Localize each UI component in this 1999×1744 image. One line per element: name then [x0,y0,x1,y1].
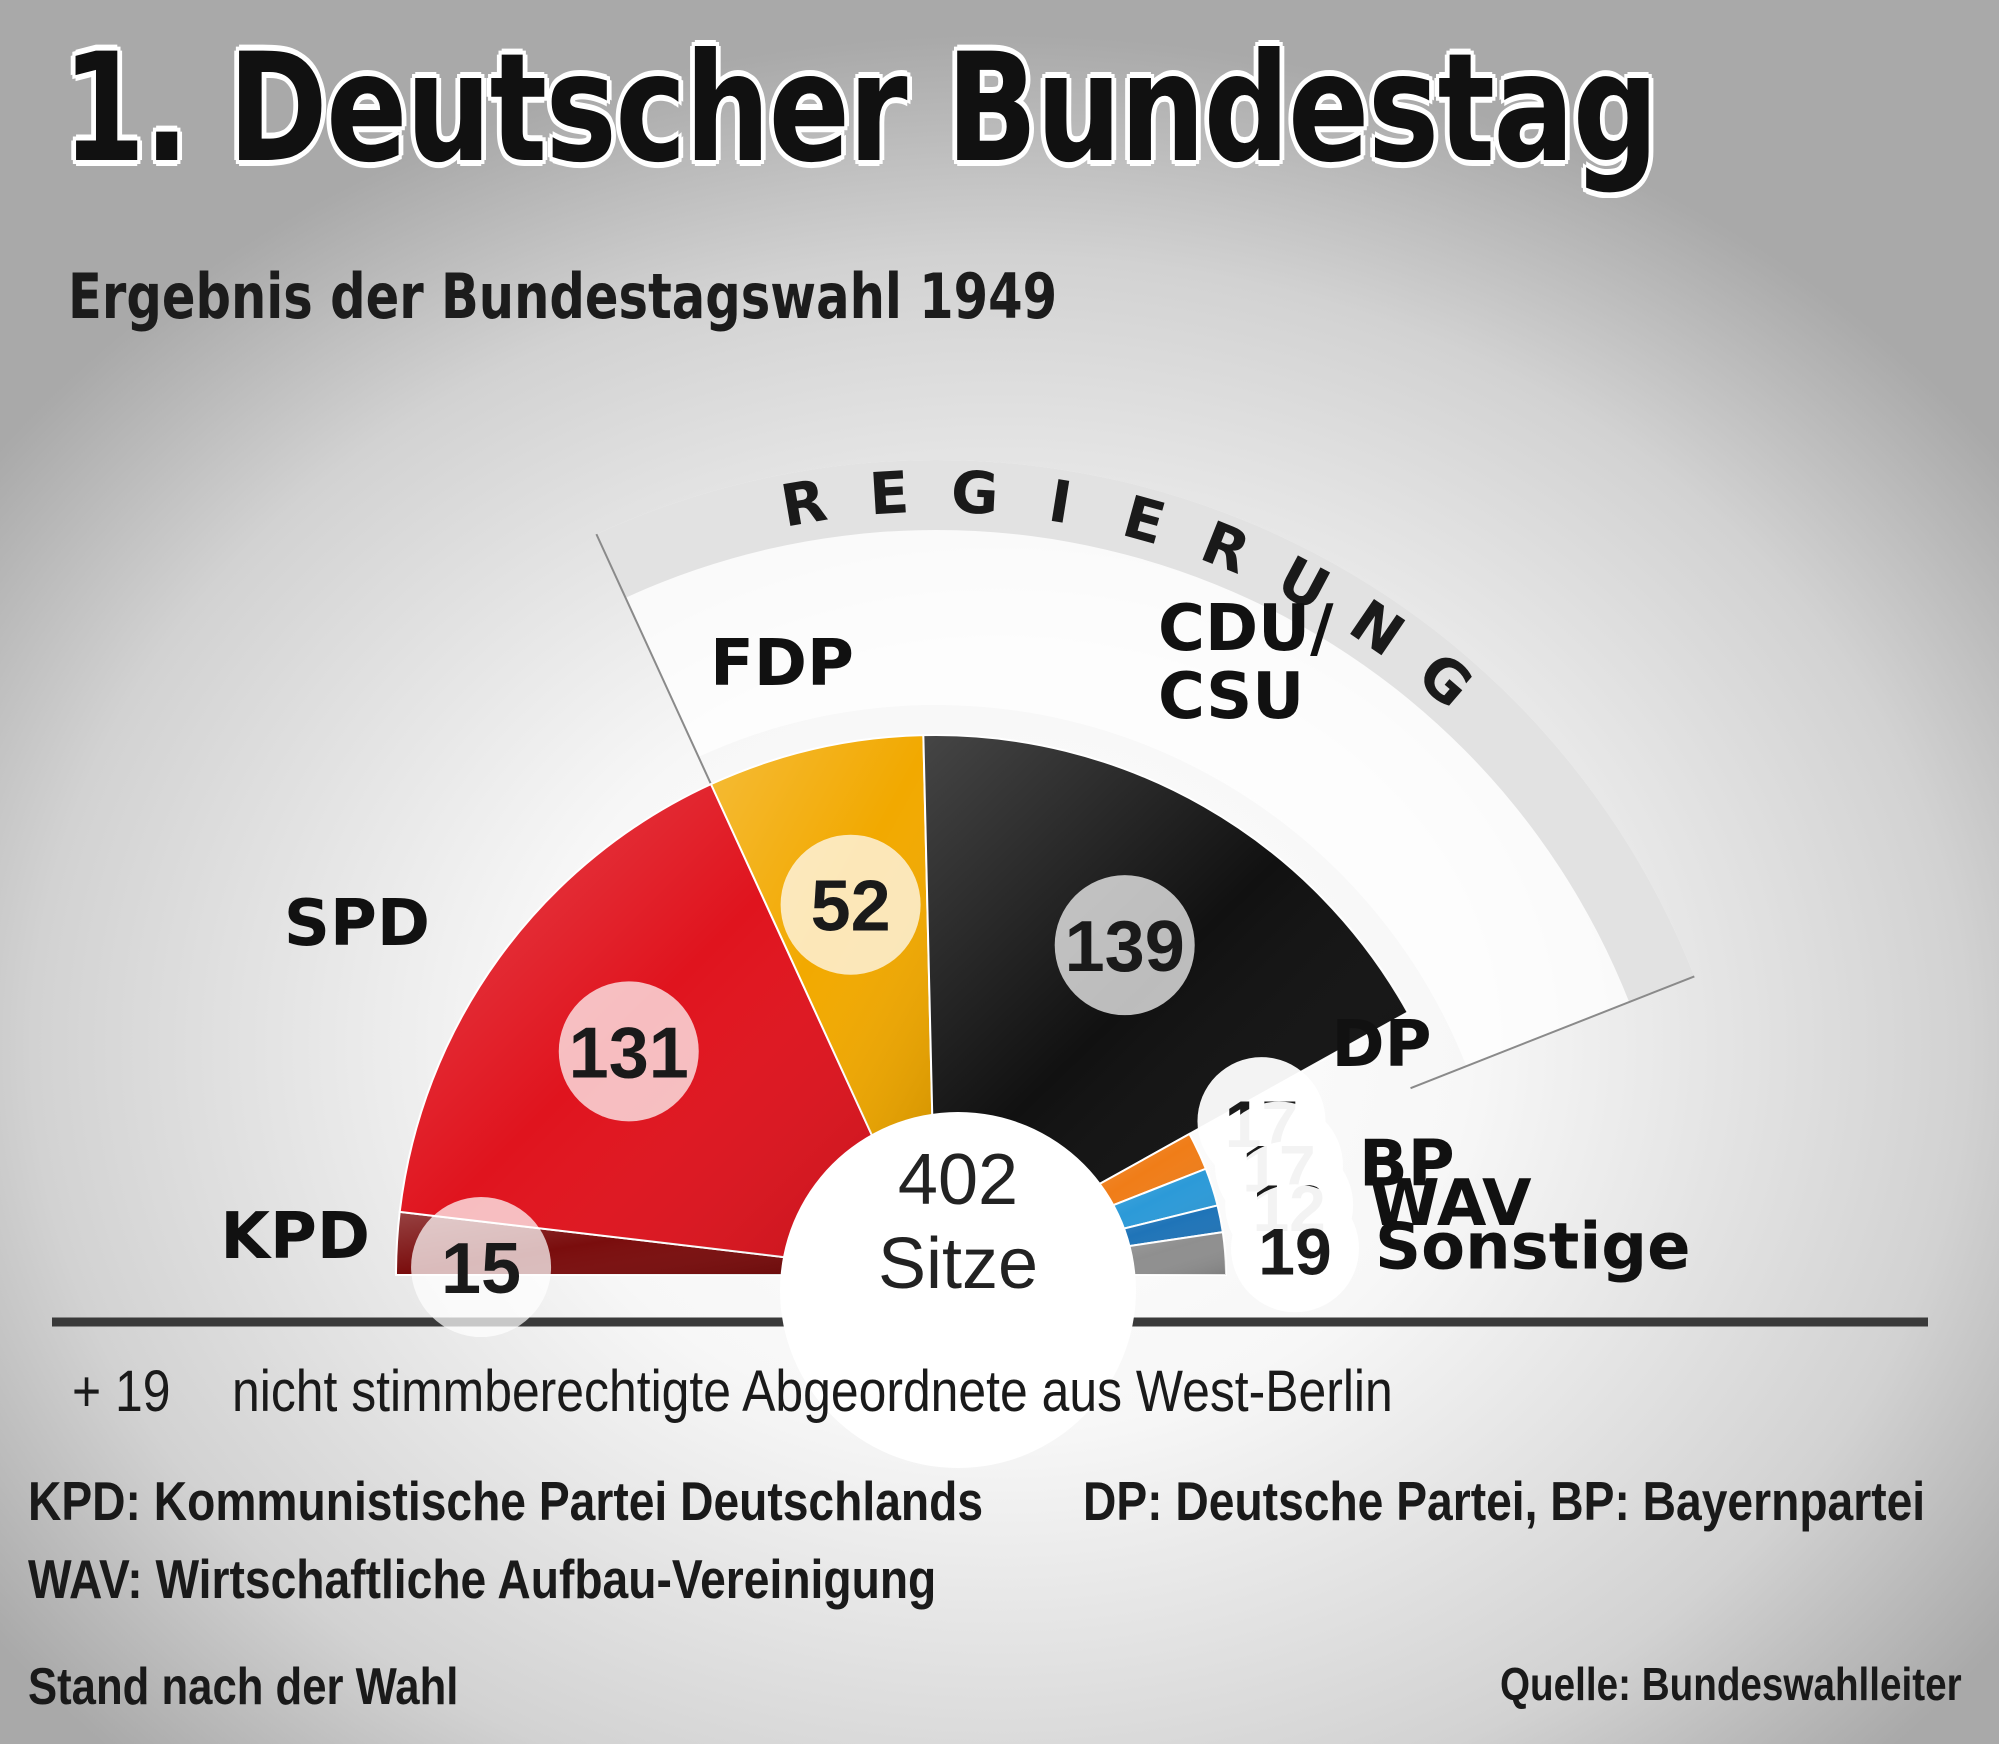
party-name-kpd: KPD [220,1200,370,1274]
footnote-wav: WAV: Wirtschaftliche Aufbau-Vereinigung [28,1548,937,1610]
government-area [596,460,1695,1067]
seat-count-kpd: 15 [441,1229,521,1309]
footnote-dp-bp: DP: Deutsche Partei, BP: Bayernpartei [1083,1470,1926,1532]
government-border-right [1410,975,1695,1090]
slice-labels: 15KPD131SPD52FDP139CDU/CSU17DP17BP12WAV1… [220,592,1690,1338]
party-name-bp: BP [1359,1128,1455,1202]
government-label-letter: E [867,458,911,528]
footnote-kpd: KPD: Kommunistische Partei Deutschlands [28,1470,984,1532]
government-label-letter: G [949,458,1000,528]
party-name-dp: DP [1331,1008,1431,1082]
seat-count-sonstige: 19 [1258,1214,1331,1288]
party-name-spd: SPD [284,887,430,961]
party-name-fdp: FDP [710,627,854,701]
seat-count-cdu-csu: 139 [1065,907,1185,987]
party-name-sonstige: Sonstige [1375,1210,1690,1284]
chart-subtitle: Ergebnis der Bundestagswahl 1949 [68,260,1058,333]
government-border-left [595,533,725,812]
seat-badge-kpd [411,1197,552,1338]
seat-badge-spd [558,981,699,1122]
seat-count-fdp: 52 [811,867,891,947]
berlin-note-text: nicht stimmberechtigte Abgeordnete aus W… [232,1359,1393,1424]
seat-badge-sonstige [1231,1184,1360,1313]
total-seats-hub: 402 Sitze [780,1112,1136,1468]
source-note: Quelle: Bundeswahlleiter [1500,1658,1962,1710]
berlin-note-count: + 19 [72,1359,171,1424]
party-name-cdu-csu: CSU [1158,660,1304,734]
seat-count-spd: 131 [569,1013,689,1093]
status-note: Stand nach der Wahl [28,1658,459,1716]
chart-title: 1. Deutscher Bundestag [62,22,1659,196]
total-seats-circle [780,1112,1136,1468]
government-label-band [596,460,1695,1003]
total-seats-number: 402 [898,1140,1018,1220]
seat-badge-cdu-csu [1054,875,1195,1016]
total-seats-unit: Sitze [878,1224,1038,1304]
seat-badge-fdp [780,834,921,975]
government-band: R E G I E R UNG [595,458,1695,1090]
party-name-wav: WAV [1369,1167,1532,1241]
party-name-cdu-csu: CDU/ [1158,592,1334,666]
